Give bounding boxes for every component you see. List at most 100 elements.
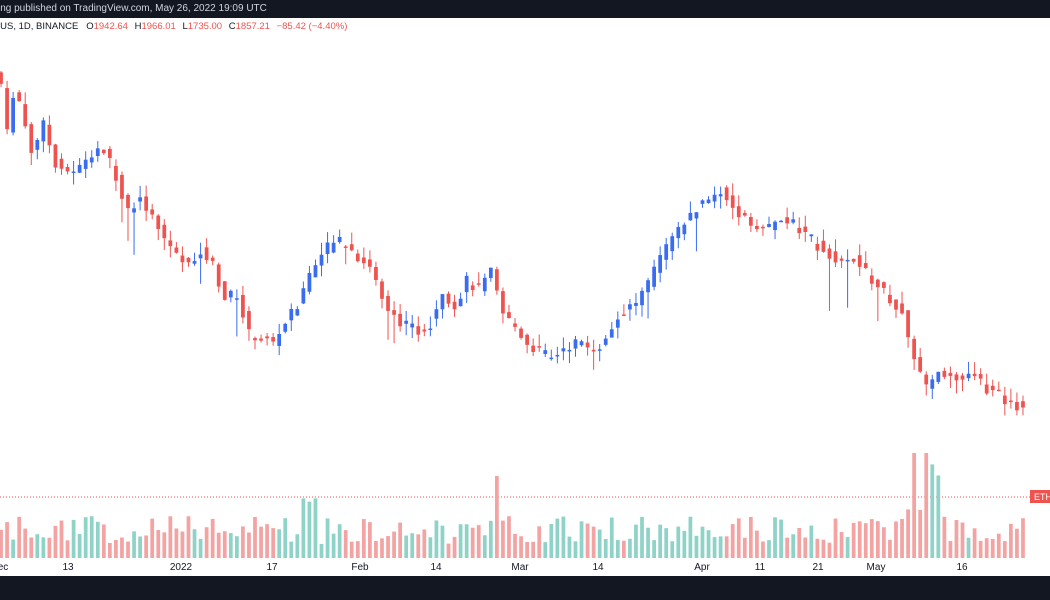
candle-body [1015, 401, 1019, 411]
candle-body [755, 225, 759, 230]
volume-bar [839, 532, 844, 558]
volume-bar [785, 537, 790, 558]
volume-bar [875, 521, 880, 558]
close-value: 1857.21 [235, 21, 270, 32]
x-axis: ec 13 2022 17 Feb 14 Mar 14 Apr 11 21 May 16 [0, 562, 968, 573]
open-label: O [86, 21, 94, 32]
volume-bar [894, 521, 898, 558]
candle-body [803, 226, 808, 232]
volume-bar [779, 519, 783, 558]
volume-bar [888, 539, 892, 558]
volume-bar [319, 543, 324, 558]
volume-bar [833, 518, 838, 558]
volume-bar [331, 533, 336, 558]
price-tag-label: ETH [1034, 492, 1050, 502]
candle-body [355, 253, 360, 262]
volume-bar [857, 521, 862, 558]
candle-body [894, 299, 898, 310]
volume-bar [900, 518, 904, 558]
volume-bar [446, 543, 451, 558]
volume-bar [234, 536, 239, 558]
candle-body [984, 384, 989, 394]
volume-bar [23, 528, 28, 558]
candle-body [912, 338, 917, 360]
candle-body [253, 338, 257, 341]
volume-bar [428, 537, 433, 558]
candle-body [857, 255, 862, 267]
candle-body [658, 255, 663, 273]
candle-body [53, 144, 58, 168]
volume-bar [174, 528, 179, 558]
candle-body [700, 200, 705, 204]
volume-bar [748, 516, 753, 558]
candle-body [555, 354, 560, 357]
publish-info: ing published on TradingView.com, May 26… [0, 3, 267, 14]
candle-body [5, 88, 9, 130]
candle-body [361, 257, 366, 264]
candle-body [507, 312, 511, 319]
x-tick-label: 14 [592, 562, 604, 573]
candle-body [585, 342, 590, 348]
candle-body [168, 240, 173, 247]
volume-bar [918, 509, 923, 558]
candle-body [694, 212, 699, 219]
volume-bar [863, 523, 868, 558]
volume-bar [815, 538, 820, 558]
volume-bar [53, 525, 58, 558]
high-value: 1966.01 [141, 21, 176, 32]
candle-body [954, 374, 959, 381]
volume-bar [368, 522, 372, 558]
candle-body [77, 164, 82, 173]
volume-bar [35, 534, 40, 558]
volume-bar [1002, 541, 1007, 558]
volume-bar [984, 538, 989, 558]
low-label: L [182, 21, 188, 32]
candle-body [978, 374, 983, 379]
candle-body [531, 345, 536, 352]
volume-bar [180, 531, 185, 558]
candle-body [724, 187, 729, 201]
x-tick-label: 13 [62, 562, 74, 573]
candle-body [688, 212, 693, 221]
volume-bar [912, 453, 917, 558]
volume-bar [827, 542, 832, 558]
candle-body [495, 269, 499, 291]
candle-body [180, 255, 185, 263]
x-tick-label: 21 [812, 562, 824, 573]
candle-body [283, 323, 288, 332]
volume-bar [615, 539, 620, 558]
candle-body [785, 217, 790, 224]
volume-bar [597, 529, 602, 558]
volume-bar [216, 532, 221, 558]
candle-body [561, 348, 566, 352]
candle-body [307, 272, 312, 292]
candle-body [71, 171, 76, 174]
candle-body [95, 148, 100, 157]
candle-body [204, 247, 209, 261]
candle-body [162, 224, 167, 239]
candle-body [319, 254, 324, 266]
candle-body [869, 275, 874, 284]
volume-bar [628, 538, 632, 558]
volume-bar [482, 535, 487, 558]
candle-body [458, 298, 463, 307]
volume-bar [89, 516, 94, 558]
candle-body [640, 290, 644, 306]
candle-body [234, 298, 239, 300]
candle-body [549, 357, 554, 360]
candle-body [325, 242, 330, 254]
candle-body [942, 370, 947, 377]
candle-body [573, 339, 578, 349]
volume-bar [253, 516, 257, 558]
x-tick-label: Feb [351, 562, 369, 573]
candle-body [277, 334, 282, 346]
volume-bar [1009, 523, 1013, 558]
candle-body [1009, 400, 1013, 403]
candle-body [519, 328, 523, 338]
volume-bar [156, 530, 161, 558]
candle-body [966, 373, 971, 379]
candle-body [615, 319, 620, 328]
volume-bar [954, 520, 959, 558]
volume-bar [5, 522, 9, 558]
